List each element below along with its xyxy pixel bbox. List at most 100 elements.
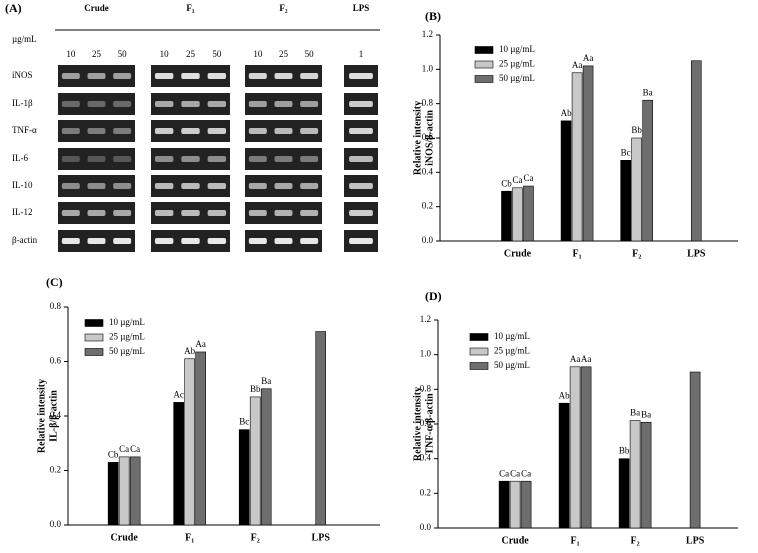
gel-band (113, 73, 132, 79)
x-tick-label: F₁ (185, 532, 194, 543)
dose-label: 50 (118, 49, 128, 59)
panel-label: (A) (5, 1, 22, 15)
bar (118, 456, 130, 526)
gel-band (181, 101, 200, 107)
group-label: F₂ (279, 3, 287, 13)
y-tick-label: 0.8 (422, 98, 434, 108)
gene-label: IL-1β (12, 98, 33, 108)
bar (629, 420, 641, 529)
gel-band (349, 156, 373, 162)
y-axis-title: iNOS/β-actin (424, 110, 435, 166)
gel-band (87, 73, 106, 79)
bar (238, 429, 250, 526)
bar (173, 402, 184, 526)
legend-label: 50 µg/mL (499, 73, 535, 83)
significance-letter: Bc (239, 417, 249, 427)
y-tick-label: 0.0 (422, 235, 434, 245)
legend-label: 50 µg/mL (494, 360, 530, 370)
significance-letter: Ca (523, 173, 533, 183)
x-tick-label: Crude (111, 532, 139, 543)
significance-letter: Ab (559, 390, 570, 400)
legend-swatch (84, 333, 104, 342)
gel-band (349, 128, 373, 134)
gel-band (274, 156, 293, 162)
y-tick-label: 0.8 (50, 301, 62, 311)
bar (520, 480, 532, 529)
gel-band (274, 128, 293, 134)
significance-letter: Ca (119, 444, 129, 454)
significance-letter: Aa (572, 60, 583, 70)
y-tick-label: 0.6 (420, 418, 432, 428)
dose-label: 25 (186, 49, 196, 59)
bar (184, 358, 195, 526)
dose-label: 10 (66, 49, 76, 59)
gel-band (113, 210, 132, 216)
significance-letter: Ca (512, 175, 522, 185)
gel-band (349, 210, 373, 216)
legend-swatch (474, 46, 494, 54)
gel-band (181, 210, 200, 216)
significance-letter: Ca (510, 468, 520, 478)
bar (249, 396, 261, 526)
gel-band (87, 238, 106, 244)
significance-letter: Bb (631, 125, 642, 135)
bar (498, 480, 510, 529)
legend-label: 25 µg/mL (109, 332, 145, 342)
gel-band (154, 210, 174, 216)
gel-band (300, 73, 319, 79)
x-tick-label: F₂ (631, 535, 640, 546)
bar (558, 402, 570, 529)
significance-letter: Aa (581, 354, 592, 364)
gel-band (248, 210, 267, 216)
gel-band (61, 210, 80, 216)
bar (315, 331, 327, 526)
gel-band (87, 156, 106, 162)
bar (640, 421, 652, 529)
y-tick-label: 1.0 (422, 63, 434, 73)
gel-band (274, 238, 293, 244)
gel-band (154, 73, 174, 79)
legend-label: 50 µg/mL (109, 346, 145, 356)
x-tick-label: Crude (501, 535, 529, 546)
legend-label: 10 µg/mL (499, 44, 535, 54)
y-axis-title: Relative intensity (412, 101, 423, 175)
significance-letter: Ba (641, 409, 651, 419)
y-tick-label: 1.0 (420, 349, 432, 359)
significance-letter: Ab (184, 346, 195, 356)
gel-band (248, 128, 267, 134)
bar (620, 160, 631, 242)
gel-band (113, 128, 132, 134)
significance-letter: Ab (561, 108, 572, 118)
bar (107, 462, 119, 526)
gel-band (181, 238, 200, 244)
gel-band (113, 156, 132, 162)
gene-label: TNF-α (12, 125, 37, 135)
gel-band (274, 73, 293, 79)
significance-letter: Ac (173, 389, 184, 399)
gene-label: iNOS (12, 70, 33, 80)
significance-letter: Aa (195, 339, 206, 349)
gel-band (207, 183, 227, 189)
group-label: Crude (84, 3, 109, 13)
gel-band (274, 183, 293, 189)
dose-label: 1 (359, 49, 364, 59)
gel-band (248, 73, 267, 79)
bar (571, 72, 583, 242)
gene-label: IL-10 (12, 180, 33, 190)
legend-label: 25 µg/mL (499, 59, 535, 69)
dose-label: 50 (305, 49, 315, 59)
bar (523, 185, 534, 242)
y-tick-label: 1.2 (422, 29, 433, 39)
gel-band (61, 128, 80, 134)
gel-band (349, 238, 373, 244)
significance-letter: Cb (501, 178, 512, 188)
y-tick-label: 0.6 (50, 356, 62, 366)
gel-band (87, 183, 106, 189)
bar (512, 187, 523, 242)
significance-letter: Ca (130, 444, 140, 454)
gel-band (207, 101, 227, 107)
gel-band (300, 101, 319, 107)
gel-band (181, 156, 200, 162)
bar (642, 99, 653, 242)
